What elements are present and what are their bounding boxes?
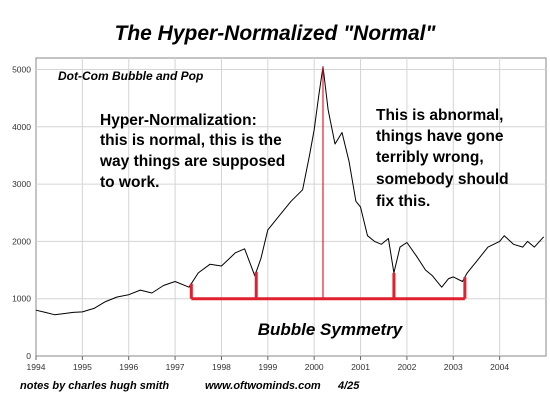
x-tick-label: 2002 (397, 362, 416, 372)
x-tick-label: 1998 (212, 362, 231, 372)
y-tick-label: 5000 (12, 64, 31, 74)
left-annotation-line: Hyper-Normalization: (100, 112, 257, 129)
right-annotation: This is abnormal, things have gone terri… (376, 107, 509, 210)
right-annotation-line: terribly wrong, (376, 149, 484, 166)
left-annotation-line: to work. (100, 174, 159, 191)
right-annotation-line: things have gone (376, 128, 504, 145)
x-tick-label: 1999 (258, 362, 277, 372)
x-tick-label: 2001 (351, 362, 370, 372)
symmetry-markers (189, 66, 467, 301)
y-tick-label: 2000 (12, 236, 31, 246)
y-tick-label: 0 (26, 351, 31, 361)
index-price-line (35, 66, 545, 316)
right-annotation-line: fix this. (376, 193, 430, 210)
right-annotation-line: somebody should (376, 171, 509, 188)
footer-website: www.oftwominds.com (205, 380, 321, 392)
footer-date: 4/25 (337, 380, 360, 392)
left-annotation-line: way things are supposed (99, 153, 285, 170)
x-tick-label: 2000 (305, 362, 324, 372)
x-tick-label: 1995 (73, 362, 92, 372)
grid-layer (36, 58, 546, 356)
left-annotation-line: this is normal, this is the (100, 132, 282, 149)
x-tick-label: 1994 (27, 362, 46, 372)
y-tick-label: 3000 (12, 179, 31, 189)
x-tick-label: 1996 (119, 362, 138, 372)
x-tick-label: 2004 (490, 362, 509, 372)
x-tick-label: 1997 (166, 362, 185, 372)
x-tick-label: 2003 (444, 362, 463, 372)
right-annotation-line: This is abnormal, (376, 107, 503, 124)
footer-author: notes by charles hugh smith (20, 380, 169, 392)
footer-notes: notes by charles hugh smith www.oftwomin… (20, 380, 360, 392)
y-tick-label: 4000 (12, 122, 31, 132)
series-label: Dot-Com Bubble and Pop (58, 69, 203, 83)
symmetry-label: Bubble Symmetry (258, 320, 404, 339)
tick-layer: 1994 1995 1996 1997 1998 1999 2000 2001 2002 2003… (12, 64, 509, 372)
plot-area (35, 57, 547, 357)
y-tick-label: 1000 (12, 294, 31, 304)
chart-title: The Hyper-Normalized "Normal" (115, 22, 437, 45)
left-annotation: Hyper-Normalization: this is normal, thi… (99, 112, 285, 191)
